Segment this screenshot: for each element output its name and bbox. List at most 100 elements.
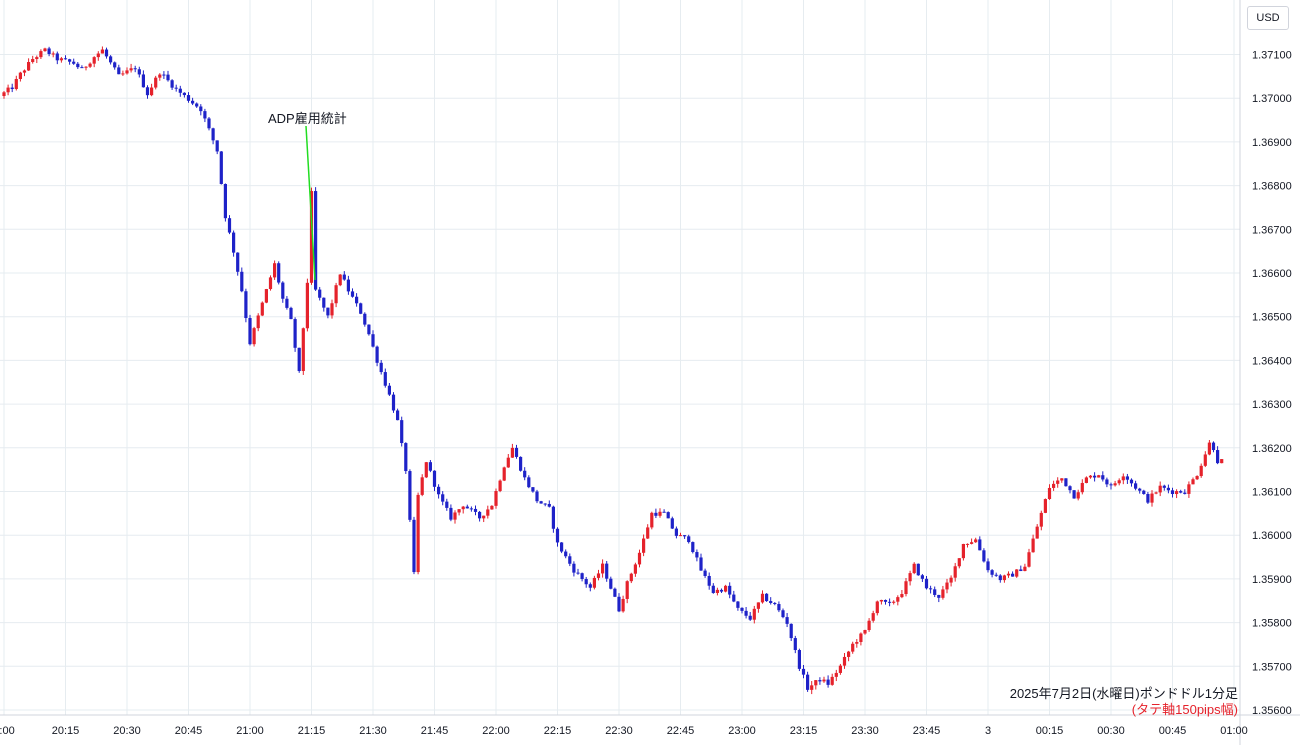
candle-body	[465, 506, 469, 509]
candle-body	[752, 608, 756, 620]
candle	[387, 382, 391, 397]
candle	[1047, 484, 1052, 500]
time-tick-label: 23:30	[851, 725, 879, 737]
candle	[68, 58, 72, 65]
candle	[982, 548, 986, 563]
price-axis-background	[1240, 0, 1300, 745]
time-tick-label: 23:45	[913, 725, 941, 737]
candle	[1002, 574, 1006, 583]
time-tick-label: 22:45	[667, 725, 695, 737]
candle-body	[1207, 442, 1211, 455]
candle	[551, 505, 555, 533]
candle-body	[346, 279, 350, 292]
candle	[937, 594, 941, 603]
candle-body	[482, 515, 486, 519]
candle	[498, 479, 502, 493]
candle-body	[908, 573, 912, 582]
candle	[949, 575, 953, 587]
candle	[404, 442, 408, 474]
candle-body	[683, 535, 687, 537]
time-tick-label: 22:00	[482, 725, 510, 737]
currency-badge[interactable]: USD	[1247, 6, 1289, 30]
candle-body	[39, 51, 43, 58]
candle-body	[609, 578, 613, 589]
candle	[1015, 569, 1019, 578]
candle-body	[605, 563, 609, 579]
candle	[633, 562, 637, 577]
candle-body	[195, 103, 199, 107]
candle	[1068, 485, 1072, 494]
candle-body	[514, 447, 519, 457]
candle-body	[129, 68, 133, 71]
candle-body	[379, 362, 383, 373]
candle	[31, 55, 35, 64]
candle-body	[1006, 573, 1011, 576]
candle	[117, 64, 121, 75]
candle	[974, 537, 978, 543]
candle	[391, 392, 396, 413]
candle-body	[63, 58, 68, 60]
candle	[277, 261, 281, 285]
candle-body	[1166, 487, 1170, 491]
candle	[773, 602, 777, 606]
candle	[18, 71, 22, 82]
candle	[428, 460, 432, 473]
candle	[150, 83, 154, 97]
candle	[929, 585, 933, 594]
candle-body	[912, 563, 916, 574]
candle-body	[453, 512, 457, 520]
candle	[789, 623, 793, 642]
candle	[309, 187, 314, 285]
candle-body	[715, 589, 719, 593]
candle-body	[924, 578, 929, 589]
time-axis[interactable]: 0:00 20:15 20:30 20:45 21:00 21:15 21:30 21:45 2…	[0, 725, 1248, 737]
price-tick-label: 1.36600	[1252, 268, 1292, 280]
candle-body	[1093, 475, 1097, 478]
candle	[420, 474, 424, 497]
candle	[1101, 471, 1105, 482]
candle	[970, 538, 974, 545]
candle-body	[309, 191, 314, 283]
candle-body	[707, 575, 711, 586]
price-axis[interactable]: 1.37100 1.37000 1.36900 1.36800 1.36700 1.366…	[1252, 50, 1292, 718]
candle	[613, 587, 617, 598]
candle	[900, 589, 904, 599]
candle	[1006, 571, 1011, 578]
candle-body	[945, 582, 949, 590]
candle-body	[256, 315, 260, 329]
candle	[777, 601, 781, 613]
candle	[830, 673, 834, 686]
candle-body	[650, 512, 654, 528]
candle-body	[580, 573, 584, 580]
candle-body	[654, 512, 658, 516]
time-tick-label: 21:45	[421, 725, 449, 737]
candle	[1187, 481, 1191, 498]
candle	[564, 549, 568, 559]
candle	[51, 51, 55, 58]
candle	[63, 55, 68, 60]
candle	[765, 593, 769, 602]
candle	[145, 85, 150, 99]
candle	[88, 62, 92, 68]
candle	[355, 293, 359, 307]
price-tick-label: 1.35900	[1252, 574, 1292, 586]
candle-body	[215, 140, 219, 152]
candle	[535, 489, 539, 504]
candle-body	[80, 67, 84, 69]
candle	[1199, 463, 1203, 478]
candle-body	[785, 617, 789, 624]
candle-body	[273, 263, 277, 278]
candle	[375, 345, 379, 367]
candle	[121, 70, 125, 76]
candle	[1146, 491, 1150, 504]
candle-body	[412, 519, 416, 573]
candle	[519, 456, 523, 472]
candle	[986, 558, 990, 573]
candle-body	[994, 574, 998, 576]
candle	[867, 618, 871, 632]
annotation-line	[305, 125, 316, 281]
candle	[322, 297, 326, 312]
candle	[1109, 482, 1113, 490]
candle-body	[1035, 526, 1039, 539]
